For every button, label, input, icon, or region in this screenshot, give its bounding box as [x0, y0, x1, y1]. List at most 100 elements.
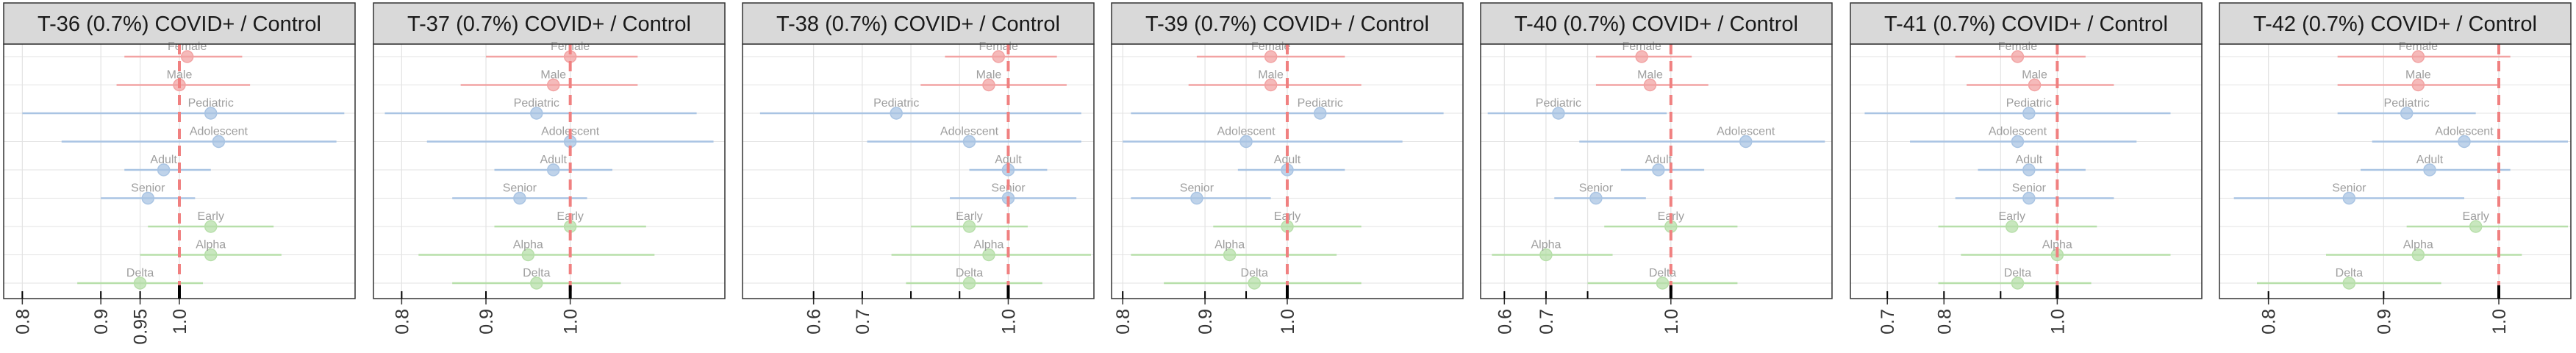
point-label: Adult: [2016, 154, 2043, 166]
point-label: Alpha: [974, 239, 1004, 252]
x-tick-label: 0.9: [91, 309, 112, 335]
point-male: [2411, 78, 2425, 92]
point-pediatric: [1314, 107, 1327, 120]
point-label: Pediatric: [2006, 97, 2052, 110]
point-label: Alpha: [513, 239, 543, 252]
point-label: Female: [1251, 40, 1290, 53]
point-label: Female: [1622, 40, 1661, 53]
x-tick-label: 1.0: [2489, 309, 2510, 335]
point-label: Alpha: [2042, 239, 2072, 252]
point-alpha: [1223, 248, 1237, 262]
x-tick-label: 0.8: [1113, 309, 1134, 335]
point-delta: [530, 277, 543, 290]
point-label: Adult: [540, 154, 567, 166]
point-adolescent: [1739, 135, 1753, 149]
point-delta: [1656, 277, 1670, 290]
point-label: Adolescent: [190, 126, 248, 138]
facet-panel: T-36 (0.7%) COVID+ / Control Female Male Pe…: [3, 2, 356, 345]
point-label: Alpha: [1214, 239, 1245, 252]
point-pediatric: [530, 107, 543, 120]
x-tick-label: 0.7: [1536, 309, 1557, 335]
point-label: Adolescent: [2435, 126, 2494, 138]
point-label: Adult: [2416, 154, 2444, 166]
point-delta: [133, 277, 147, 290]
point-pediatric: [1552, 107, 1565, 120]
point-pediatric: [2400, 107, 2414, 120]
point-delta: [2342, 277, 2356, 290]
point-male: [1264, 78, 1278, 92]
point-early: [962, 220, 976, 233]
point-label: Female: [168, 40, 207, 53]
point-label: Male: [540, 69, 566, 82]
point-adult: [2423, 163, 2436, 176]
point-alpha: [2411, 248, 2425, 262]
point-senior: [1589, 191, 1603, 205]
point-early: [204, 220, 218, 233]
point-adult: [157, 163, 171, 176]
x-tick-label: 0.7: [1878, 309, 1898, 335]
point-label: Male: [1258, 69, 1284, 82]
point-label: Early: [1999, 210, 2025, 223]
point-delta: [2011, 277, 2025, 290]
point-senior: [513, 191, 526, 205]
facet-strip: [2219, 2, 2572, 45]
panel-border: [373, 43, 726, 299]
x-tick-label: 0.9: [2374, 309, 2394, 335]
point-label: Male: [167, 69, 193, 82]
point-label: Adolescent: [1717, 126, 1775, 138]
point-label: Senior: [131, 182, 165, 195]
point-alpha: [982, 248, 995, 262]
x-tick-label: 1.0: [998, 309, 1019, 335]
point-label: Early: [198, 210, 224, 223]
point-female: [1635, 50, 1648, 63]
point-female: [2011, 50, 2025, 63]
facet-strip: [1111, 2, 1464, 45]
point-label: Delta: [523, 267, 550, 279]
point-senior: [1190, 191, 1203, 205]
point-adult: [546, 163, 560, 176]
point-adolescent: [2458, 135, 2471, 149]
point-label: Adult: [995, 154, 1022, 166]
facet-strip: [1480, 2, 1833, 45]
facet-title: T-37 (0.7%) COVID+ / Control: [407, 13, 691, 36]
point-adult: [1652, 163, 1665, 176]
facet-title: T-39 (0.7%) COVID+ / Control: [1145, 13, 1429, 36]
x-tick-label: 0.8: [392, 309, 412, 335]
plot-background: [2219, 44, 2571, 299]
facet-panel: T-38 (0.7%) COVID+ / Control Female Male Pe…: [742, 2, 1095, 335]
panel-border: [1480, 43, 1833, 299]
point-senior: [2342, 191, 2356, 205]
point-label: Senior: [2332, 182, 2366, 195]
point-label: Pediatric: [873, 97, 919, 110]
point-label: Alpha: [2403, 239, 2433, 252]
point-adolescent: [212, 135, 226, 149]
point-label: Adolescent: [1217, 126, 1276, 138]
point-label: Adult: [1274, 154, 1301, 166]
point-label: Alpha: [1531, 239, 1561, 252]
panel-border: [1850, 43, 2203, 299]
point-label: Senior: [503, 182, 537, 195]
point-female: [992, 50, 1005, 63]
x-tick-label: 0.95: [131, 309, 151, 345]
point-label: Delta: [126, 267, 154, 279]
x-tick-label: 0.8: [12, 309, 33, 335]
x-tick-label: 0.8: [2259, 309, 2280, 335]
facet-panel: T-39 (0.7%) COVID+ / Control Female Male Pe…: [1111, 2, 1464, 335]
point-label: Female: [1998, 40, 2037, 53]
plot-background: [743, 44, 1094, 299]
point-adolescent: [1239, 135, 1253, 149]
facet-panel: T-41 (0.7%) COVID+ / Control Female Male Pe…: [1850, 2, 2203, 335]
facet-title: T-40 (0.7%) COVID+ / Control: [1514, 13, 1798, 36]
point-label: Early: [956, 210, 982, 223]
point-label: Senior: [1180, 182, 1214, 195]
point-adolescent: [962, 135, 976, 149]
facet-panel: T-40 (0.7%) COVID+ / Control Female Male Pe…: [1480, 2, 1833, 335]
point-label: Alpha: [196, 239, 226, 252]
point-male: [982, 78, 995, 92]
panel-border: [742, 43, 1095, 299]
point-pediatric: [2022, 107, 2036, 120]
point-adolescent: [2011, 135, 2025, 149]
point-early: [2469, 220, 2483, 233]
panel-border: [2219, 43, 2572, 299]
point-alpha: [1539, 248, 1553, 262]
